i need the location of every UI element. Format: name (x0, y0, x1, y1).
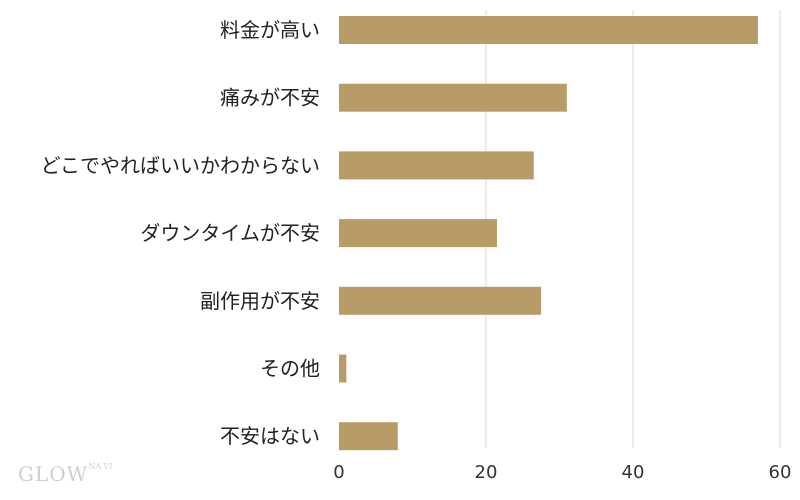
category-labels: 料金が高い痛みが不安どこでやればいいかわからないダウンタイムが不安副作用が不安そ… (41, 18, 320, 448)
bar-0 (339, 16, 758, 44)
category-label-0: 料金が高い (220, 18, 320, 42)
x-tick-label-40: 40 (622, 462, 645, 483)
category-label-1: 痛みが不安 (220, 86, 320, 110)
category-label-3: ダウンタイムが不安 (140, 221, 320, 245)
grid-lines (485, 10, 781, 448)
category-label-5: その他 (260, 357, 320, 381)
bars (339, 16, 758, 451)
bar-6 (339, 422, 398, 451)
x-axis-ticks: 0 20 40 60 (333, 462, 791, 483)
logo-text: GLOW (18, 462, 89, 486)
bar-4 (339, 286, 542, 315)
x-tick-label-0: 0 (333, 462, 344, 483)
bar-2 (339, 151, 534, 180)
bar-1 (339, 83, 567, 112)
category-label-4: 副作用が不安 (200, 289, 320, 313)
bar-3 (339, 219, 498, 248)
category-label-2: どこでやればいいかわからない (41, 153, 320, 177)
x-tick-label-20: 20 (475, 462, 498, 483)
x-tick-label-60: 60 (769, 462, 792, 483)
category-label-6: 不安はない (220, 424, 320, 448)
logo-small-text: NA VI (88, 462, 113, 471)
bar-5 (339, 354, 347, 383)
glow-navi-logo: GLOWNA VI (18, 462, 112, 486)
